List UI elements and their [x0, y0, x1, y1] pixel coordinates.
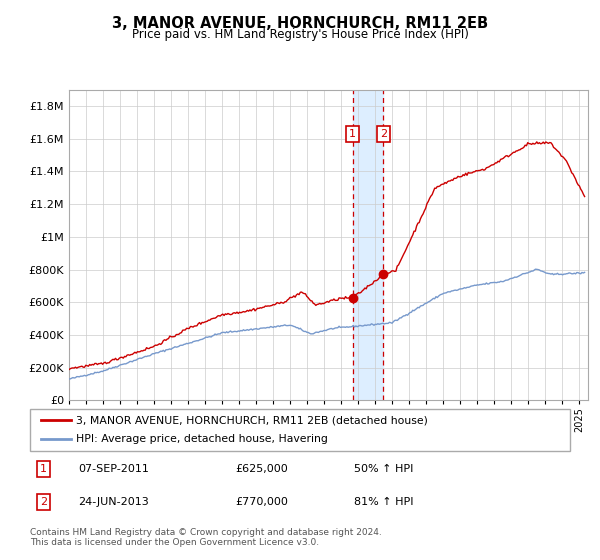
Text: Contains HM Land Registry data © Crown copyright and database right 2024.
This d: Contains HM Land Registry data © Crown c… — [30, 528, 382, 547]
Text: 81% ↑ HPI: 81% ↑ HPI — [354, 497, 413, 507]
FancyBboxPatch shape — [30, 409, 570, 451]
Text: Price paid vs. HM Land Registry's House Price Index (HPI): Price paid vs. HM Land Registry's House … — [131, 28, 469, 41]
Text: HPI: Average price, detached house, Havering: HPI: Average price, detached house, Have… — [76, 435, 328, 445]
Text: 07-SEP-2011: 07-SEP-2011 — [79, 464, 149, 474]
Text: 1: 1 — [40, 464, 47, 474]
Text: 3, MANOR AVENUE, HORNCHURCH, RM11 2EB: 3, MANOR AVENUE, HORNCHURCH, RM11 2EB — [112, 16, 488, 31]
Text: 2: 2 — [380, 129, 387, 139]
Text: £770,000: £770,000 — [235, 497, 288, 507]
Bar — [353, 90, 383, 400]
Text: 24-JUN-2013: 24-JUN-2013 — [79, 497, 149, 507]
Text: 1: 1 — [349, 129, 356, 139]
Text: 3, MANOR AVENUE, HORNCHURCH, RM11 2EB (detached house): 3, MANOR AVENUE, HORNCHURCH, RM11 2EB (d… — [76, 415, 428, 425]
Text: 2: 2 — [40, 497, 47, 507]
Text: £625,000: £625,000 — [235, 464, 288, 474]
Text: 50% ↑ HPI: 50% ↑ HPI — [354, 464, 413, 474]
